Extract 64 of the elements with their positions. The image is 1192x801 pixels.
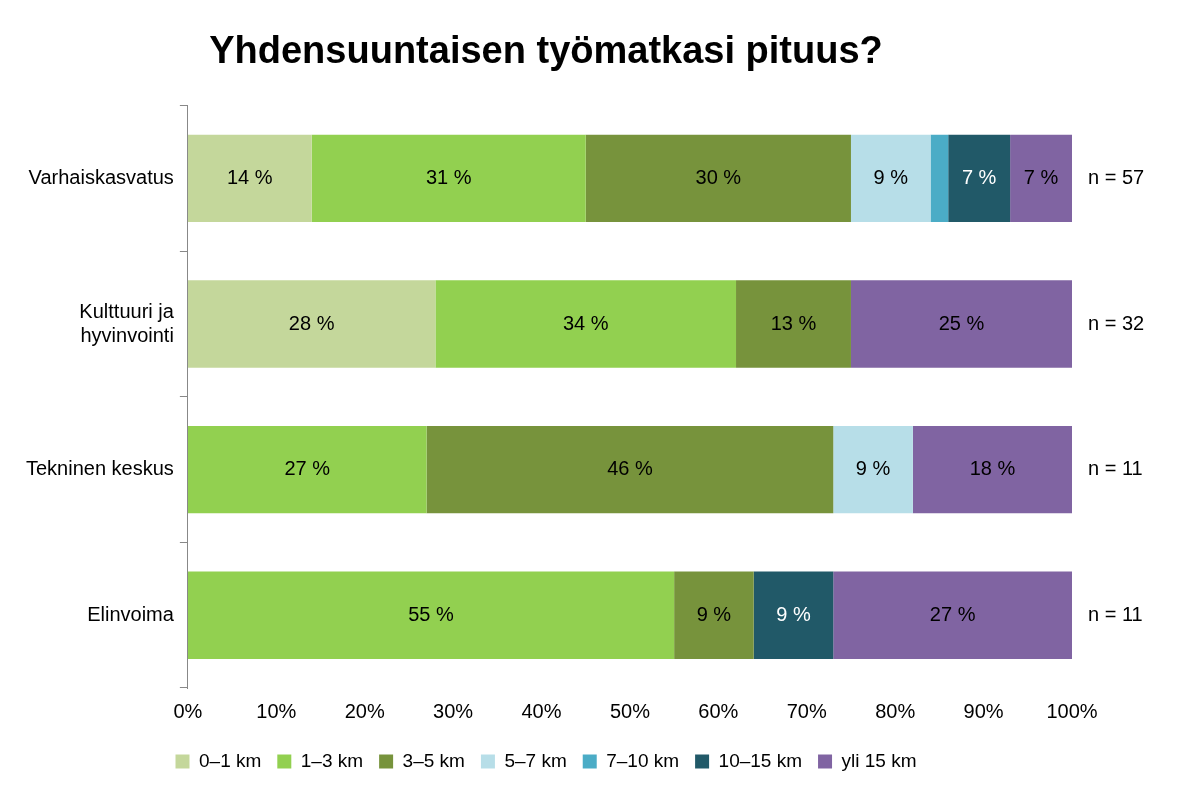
- legend-label: 3–5 km: [402, 749, 465, 771]
- data-label: 25 %: [938, 311, 985, 334]
- text: n = 57: [1088, 165, 1145, 188]
- bar: [912, 425, 1072, 514]
- data-label: 9 %: [776, 602, 811, 625]
- data-label: 7 %: [1023, 165, 1059, 188]
- bar: [435, 280, 737, 368]
- data-label: 9 %: [855, 457, 891, 480]
- bar: [930, 134, 949, 223]
- data-label: 27 %: [929, 602, 976, 625]
- data-label: 9 %: [873, 165, 909, 188]
- bar: [850, 134, 931, 223]
- bar: [585, 134, 851, 223]
- legend-label: 0–1 km: [199, 749, 262, 771]
- y-tick-label: Varhaiskasvatus: [28, 165, 174, 188]
- x-tick-label: 100%: [1046, 699, 1098, 722]
- bar: [674, 571, 754, 659]
- data-label: 30 %: [695, 165, 742, 188]
- bar: [948, 134, 1011, 223]
- bar: [187, 571, 675, 659]
- bar: [1010, 134, 1072, 223]
- y-tick-label: Tekninen keskus: [25, 457, 174, 480]
- x-tick-label: 80%: [875, 699, 916, 722]
- data-label: 9 %: [696, 602, 732, 625]
- x-tick-label: 60%: [698, 699, 739, 722]
- data-label: 13 %: [770, 311, 817, 334]
- bar: [187, 134, 312, 223]
- data-label: 7 %: [961, 165, 997, 188]
- bar: [833, 425, 913, 514]
- text: n = 11: [1088, 457, 1143, 480]
- data-label: 27 %: [284, 457, 331, 480]
- data-label: 55 %: [408, 602, 455, 625]
- data-label: 31 %: [425, 165, 472, 188]
- bar: [850, 280, 1072, 368]
- legend-label: 5–7 km: [504, 749, 567, 771]
- bar: [187, 280, 436, 368]
- legend-label: 10–15 km: [718, 749, 803, 771]
- bar: [187, 425, 427, 514]
- x-tick-label: 10%: [256, 699, 297, 722]
- chart-title: Yhdensuuntaisen työmatkasi pituus?: [209, 29, 883, 72]
- x-tick-label: 20%: [344, 699, 385, 722]
- text: n = 11: [1088, 602, 1143, 625]
- data-label: 14 %: [226, 165, 273, 188]
- data-label: 34 %: [562, 311, 609, 334]
- x-tick-label: 40%: [521, 699, 562, 722]
- y-tick-label: Kulttuuri ja hyvinvointi: [79, 299, 175, 346]
- bar: [311, 134, 586, 223]
- x-tick-label: 70%: [786, 699, 827, 722]
- data-label: 18 %: [969, 457, 1016, 480]
- bar: [833, 571, 1072, 659]
- x-tick-label: 30%: [433, 699, 474, 722]
- data-label: 46 %: [607, 457, 653, 480]
- bar: [426, 425, 834, 514]
- x-tick-label: 0%: [173, 699, 203, 722]
- legend-label: 7–10 km: [606, 749, 680, 771]
- bar: [736, 280, 851, 368]
- legend-label: yli 15 km: [841, 749, 917, 771]
- bar: [753, 571, 834, 659]
- text: n = 32: [1088, 311, 1145, 334]
- y-tick-label: Elinvoima: [87, 602, 175, 625]
- data-label: 28 %: [288, 311, 335, 334]
- legend-label: 1–3 km: [300, 749, 364, 771]
- x-tick-label: 90%: [963, 699, 1004, 722]
- x-tick-label: 50%: [609, 699, 651, 722]
